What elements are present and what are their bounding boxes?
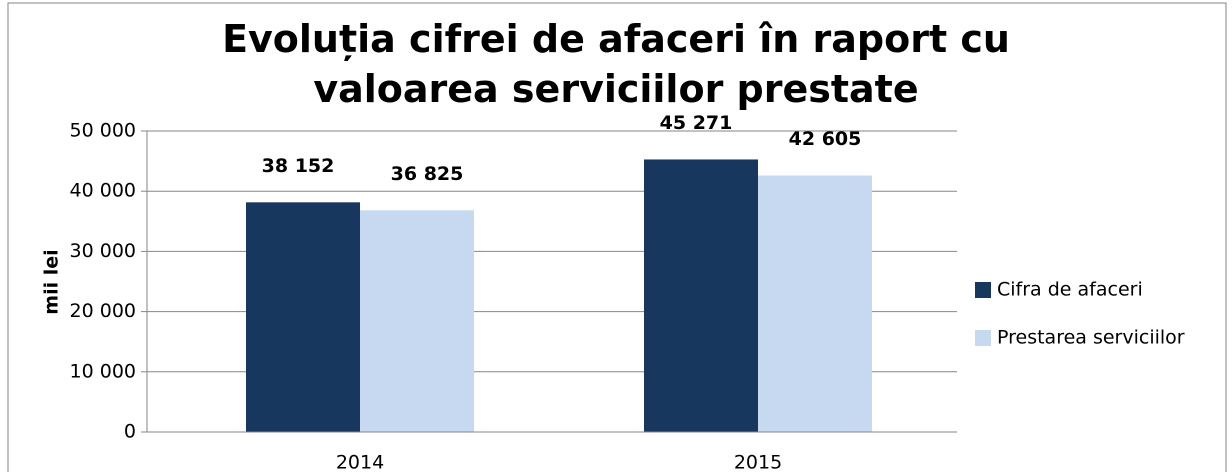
y-tick-label: 50 000 <box>70 120 136 142</box>
legend-swatch <box>975 330 991 346</box>
chart-title: Evoluția cifrei de afaceri în raport cu … <box>222 17 1010 111</box>
x-tick-label: 2014 <box>336 452 384 472</box>
legend-label: Prestarea serviciilor <box>997 327 1185 349</box>
value-label: 42 605 <box>789 128 862 150</box>
bar <box>644 159 758 433</box>
y-tick-label: 10 000 <box>70 360 136 382</box>
value-label: 45 271 <box>660 112 733 134</box>
value-label: 36 825 <box>391 163 464 185</box>
value-label: 38 152 <box>262 155 335 177</box>
y-tick-label: 30 000 <box>70 240 136 262</box>
y-axis-label: mii lei <box>41 249 63 314</box>
y-tick-label: 20 000 <box>70 300 136 322</box>
x-tick-label: 2015 <box>734 452 782 472</box>
bar <box>246 202 360 432</box>
bar <box>360 210 474 432</box>
y-tick-label: 0 <box>124 421 136 443</box>
bar <box>758 175 872 433</box>
chart-border <box>7 2 1227 472</box>
legend-swatch <box>975 282 991 298</box>
y-tick-label: 40 000 <box>70 180 136 202</box>
legend-label: Cifra de afaceri <box>997 279 1143 301</box>
